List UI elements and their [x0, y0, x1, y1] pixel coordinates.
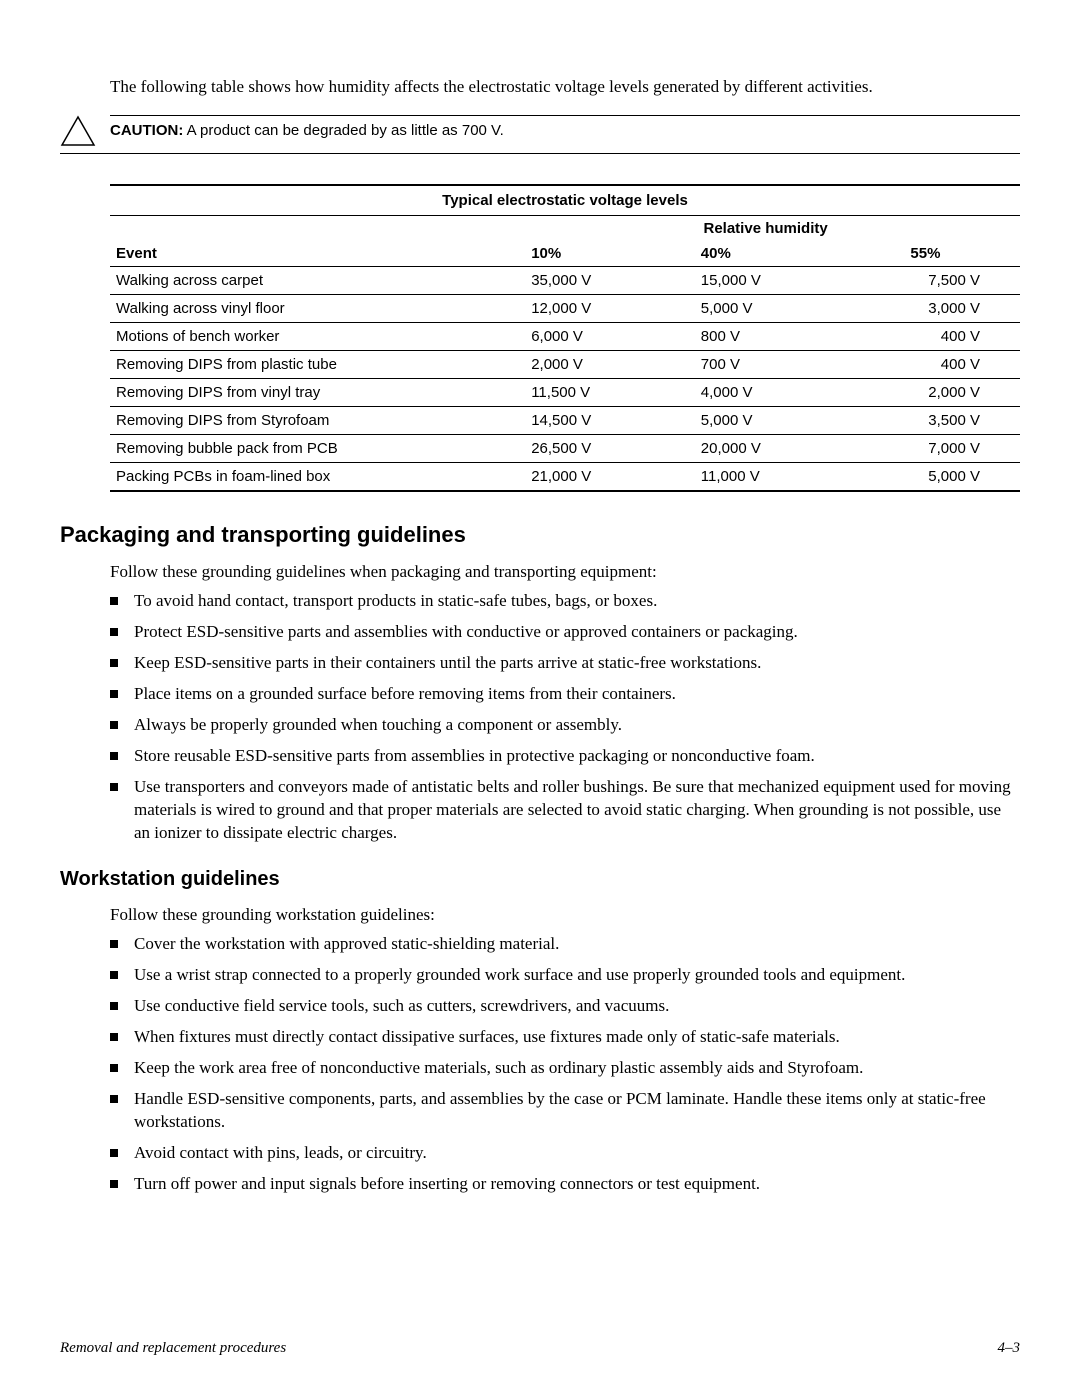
table-header-row: Event 10% 40% 55% [110, 241, 1020, 267]
table-row: Removing DIPS from Styrofoam14,500 V5,00… [110, 407, 1020, 435]
footer-right: 4–3 [998, 1340, 1021, 1357]
footer-left: Removal and replacement procedures [60, 1340, 286, 1357]
intro-text: The following table shows how humidity a… [110, 77, 1020, 97]
list-item: Use a wrist strap connected to a properl… [110, 964, 1020, 987]
table-row: Packing PCBs in foam-lined box21,000 V11… [110, 463, 1020, 492]
cell-c1: 12,000 V [511, 295, 681, 323]
cell-c2: 700 V [681, 351, 851, 379]
cell-event: Motions of bench worker [110, 323, 511, 351]
table-row: Motions of bench worker6,000 V800 V400 V [110, 323, 1020, 351]
table-row: Removing bubble pack from PCB26,500 V20,… [110, 435, 1020, 463]
list-item: Store reusable ESD-sensitive parts from … [110, 745, 1020, 768]
table-row: Walking across carpet35,000 V15,000 V7,5… [110, 267, 1020, 295]
cell-event: Removing bubble pack from PCB [110, 435, 511, 463]
list-item: Handle ESD-sensitive components, parts, … [110, 1088, 1020, 1134]
list-item: Keep ESD-sensitive parts in their contai… [110, 652, 1020, 675]
section1-lead: Follow these grounding guidelines when p… [110, 562, 1020, 582]
cell-c3: 400 V [850, 351, 1020, 379]
table-title-row: Typical electrostatic voltage levels [110, 185, 1020, 216]
cell-c3: 5,000 V [850, 463, 1020, 492]
cell-c2: 4,000 V [681, 379, 851, 407]
caution-label: CAUTION: [110, 122, 183, 139]
th-c2: 40% [681, 241, 851, 267]
caution-triangle-icon [60, 115, 96, 147]
list-item: Always be properly grounded when touchin… [110, 714, 1020, 737]
cell-c2: 15,000 V [681, 267, 851, 295]
cell-c1: 21,000 V [511, 463, 681, 492]
cell-event: Removing DIPS from Styrofoam [110, 407, 511, 435]
cell-c1: 14,500 V [511, 407, 681, 435]
table-row: Removing DIPS from vinyl tray11,500 V4,0… [110, 379, 1020, 407]
content-area: The following table shows how humidity a… [110, 77, 1020, 1196]
cell-event: Walking across vinyl floor [110, 295, 511, 323]
section2-list: Cover the workstation with approved stat… [110, 933, 1020, 1195]
table-body: Walking across carpet35,000 V15,000 V7,5… [110, 267, 1020, 492]
section1-heading: Packaging and transporting guidelines [60, 522, 1020, 548]
list-item: Use transporters and conveyors made of a… [110, 776, 1020, 845]
cell-c3: 3,000 V [850, 295, 1020, 323]
th-c3: 55% [850, 241, 1020, 267]
caution-body: A product can be degraded by as little a… [183, 122, 504, 139]
table-title: Typical electrostatic voltage levels [110, 185, 1020, 216]
list-item: Avoid contact with pins, leads, or circu… [110, 1142, 1020, 1165]
page: The following table shows how humidity a… [0, 0, 1080, 1397]
list-item: Turn off power and input signals before … [110, 1173, 1020, 1196]
table-subhead-row: Relative humidity [110, 216, 1020, 242]
cell-c2: 5,000 V [681, 295, 851, 323]
caution-box: CAUTION: A product can be degraded by as… [60, 115, 1020, 154]
list-item: Protect ESD-sensitive parts and assembli… [110, 621, 1020, 644]
list-item: Place items on a grounded surface before… [110, 683, 1020, 706]
list-item: To avoid hand contact, transport product… [110, 590, 1020, 613]
cell-c2: 20,000 V [681, 435, 851, 463]
cell-c1: 35,000 V [511, 267, 681, 295]
cell-c3: 2,000 V [850, 379, 1020, 407]
list-item: Keep the work area free of nonconductive… [110, 1057, 1020, 1080]
table-row: Removing DIPS from plastic tube2,000 V70… [110, 351, 1020, 379]
page-footer: Removal and replacement procedures 4–3 [60, 1340, 1020, 1357]
section2-heading: Workstation guidelines [60, 868, 1020, 891]
section2-lead: Follow these grounding workstation guide… [110, 905, 1020, 925]
table-row: Walking across vinyl floor12,000 V5,000 … [110, 295, 1020, 323]
voltage-table: Typical electrostatic voltage levels Rel… [110, 184, 1020, 492]
cell-c3: 7,000 V [850, 435, 1020, 463]
list-item: Cover the workstation with approved stat… [110, 933, 1020, 956]
cell-c1: 26,500 V [511, 435, 681, 463]
th-event: Event [110, 241, 511, 267]
cell-c1: 11,500 V [511, 379, 681, 407]
cell-c2: 800 V [681, 323, 851, 351]
cell-event: Walking across carpet [110, 267, 511, 295]
cell-c2: 5,000 V [681, 407, 851, 435]
cell-c3: 3,500 V [850, 407, 1020, 435]
cell-c3: 7,500 V [850, 267, 1020, 295]
table-subhead: Relative humidity [511, 216, 1020, 242]
list-item: Use conductive field service tools, such… [110, 995, 1020, 1018]
cell-event: Removing DIPS from vinyl tray [110, 379, 511, 407]
cell-c3: 400 V [850, 323, 1020, 351]
caution-text: CAUTION: A product can be degraded by as… [110, 115, 1020, 139]
table-subhead-blank [110, 216, 511, 242]
cell-event: Packing PCBs in foam-lined box [110, 463, 511, 492]
th-c1: 10% [511, 241, 681, 267]
section1-list: To avoid hand contact, transport product… [110, 590, 1020, 844]
list-item: When fixtures must directly contact diss… [110, 1026, 1020, 1049]
cell-c1: 6,000 V [511, 323, 681, 351]
cell-c1: 2,000 V [511, 351, 681, 379]
cell-event: Removing DIPS from plastic tube [110, 351, 511, 379]
cell-c2: 11,000 V [681, 463, 851, 492]
